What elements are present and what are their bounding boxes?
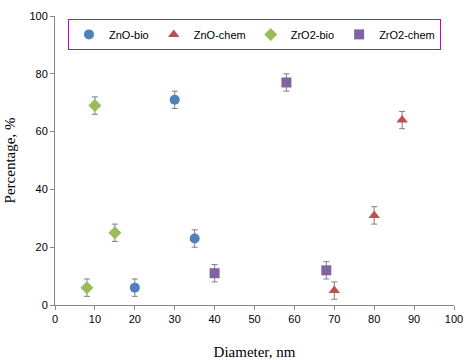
svg-text:80: 80 — [368, 313, 380, 325]
svg-text:60: 60 — [36, 125, 48, 137]
svg-text:ZrO2-bio: ZrO2-bio — [291, 29, 334, 41]
svg-text:50: 50 — [248, 313, 260, 325]
svg-text:100: 100 — [29, 10, 47, 22]
svg-text:100: 100 — [445, 313, 463, 325]
svg-text:Percentage, %: Percentage, % — [2, 118, 18, 204]
svg-text:20: 20 — [36, 241, 48, 253]
svg-text:ZnO-bio: ZnO-bio — [109, 29, 149, 41]
svg-text:80: 80 — [36, 68, 48, 80]
svg-text:ZnO-chem: ZnO-chem — [194, 29, 246, 41]
svg-text:70: 70 — [328, 313, 340, 325]
svg-text:0: 0 — [52, 313, 58, 325]
svg-text:ZrO2-chem: ZrO2-chem — [379, 29, 435, 41]
svg-text:Diameter, nm: Diameter, nm — [214, 344, 296, 360]
svg-text:60: 60 — [288, 313, 300, 325]
svg-text:90: 90 — [408, 313, 420, 325]
svg-text:10: 10 — [89, 313, 101, 325]
svg-text:40: 40 — [36, 183, 48, 195]
svg-text:30: 30 — [169, 313, 181, 325]
svg-text:40: 40 — [208, 313, 220, 325]
svg-text:0: 0 — [42, 299, 48, 311]
svg-text:20: 20 — [129, 313, 141, 325]
